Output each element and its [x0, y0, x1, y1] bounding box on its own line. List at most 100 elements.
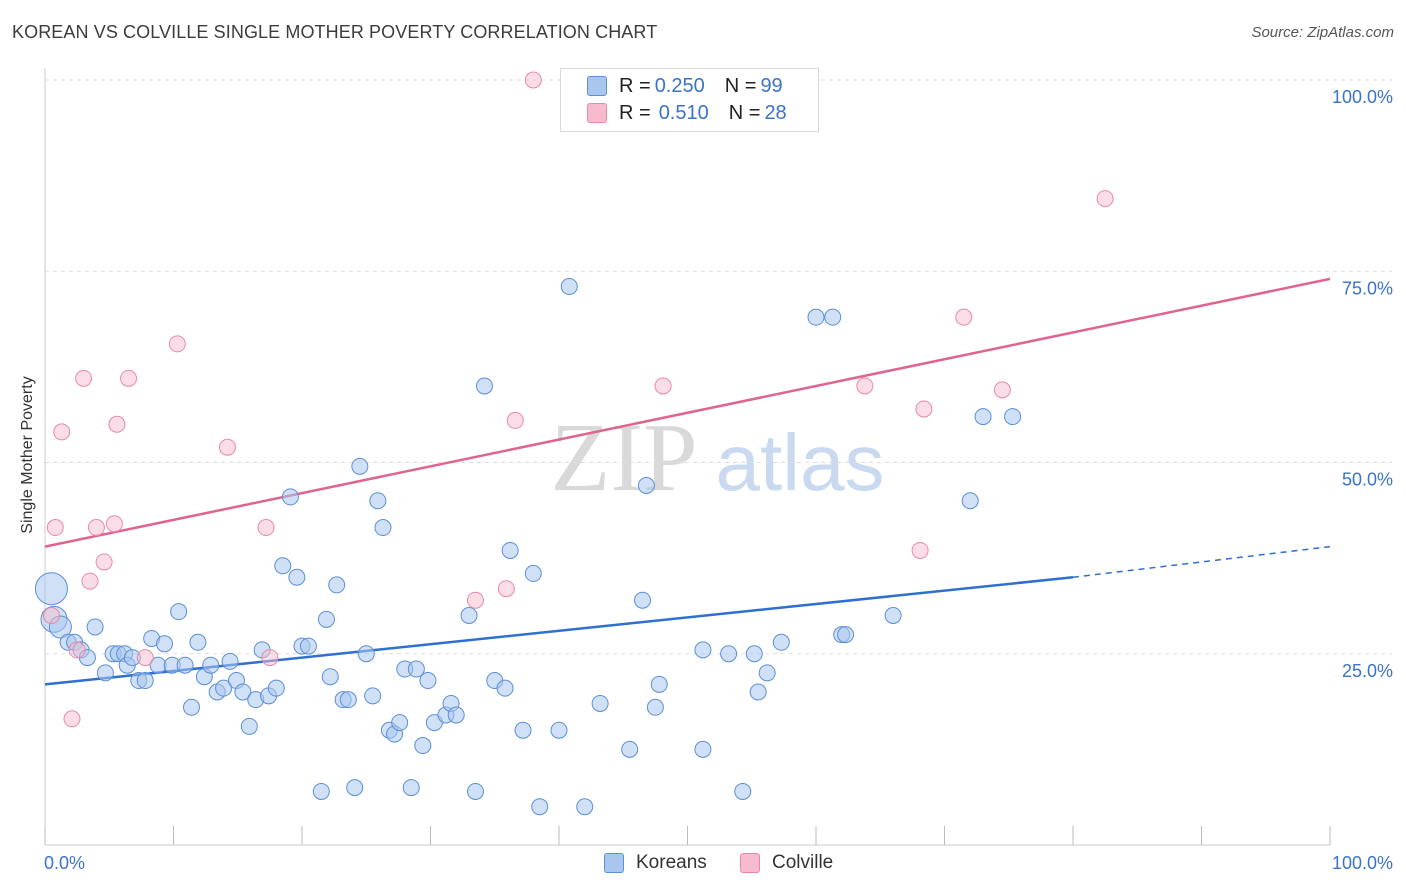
- y-tick-label: 25.0%: [1342, 661, 1393, 681]
- koreans-point: [884, 607, 902, 624]
- gridlines: [45, 79, 1392, 655]
- correlation-legend: R = 0.250 N = 99 R = 0.510 N = 28: [560, 68, 819, 132]
- colville-point: [136, 649, 154, 667]
- colville-legend-label: Colville: [772, 852, 834, 873]
- colville-point: [87, 519, 105, 537]
- koreans-point: [281, 488, 299, 506]
- colville-swatch: [587, 103, 607, 123]
- colville-point: [466, 591, 484, 609]
- colville-stats: R = 0.510 N = 28: [619, 102, 787, 124]
- colville-r-value: 0.510: [658, 101, 709, 124]
- koreans-point: [650, 675, 668, 693]
- tick-labels: 25.0% 50.0% 75.0% 100.0% 0.0% 100.0%: [44, 87, 1393, 873]
- koreans-point: [772, 633, 790, 651]
- koreans-point: [202, 656, 220, 674]
- koreans-point: [274, 557, 292, 575]
- colville-point: [915, 400, 933, 418]
- koreans-point: [720, 645, 738, 663]
- koreans-point: [475, 377, 493, 395]
- koreans-point: [447, 706, 465, 724]
- watermark: ZIP atlas: [551, 404, 885, 512]
- koreans-point: [364, 687, 382, 705]
- koreans-point: [621, 740, 639, 758]
- koreans-point: [374, 519, 392, 537]
- colville-point: [257, 519, 275, 537]
- koreans-point: [961, 492, 979, 510]
- koreans-point: [749, 683, 767, 701]
- x-tick-label: 100.0%: [1332, 853, 1393, 873]
- koreans-point: [807, 308, 825, 326]
- colville-point: [168, 335, 186, 353]
- koreans-r-label: R =: [619, 74, 651, 97]
- koreans-stats: R = 0.250 N = 99: [619, 75, 783, 97]
- koreans-point: [419, 672, 437, 690]
- koreans-point: [391, 714, 409, 732]
- koreans-point: [317, 610, 335, 628]
- series-legend: Koreans Colville: [0, 852, 1406, 878]
- koreans-point: [339, 691, 357, 709]
- colville-point: [1096, 190, 1114, 208]
- colville-point: [955, 308, 973, 326]
- koreans-point: [591, 694, 609, 712]
- koreans-point: [646, 698, 664, 716]
- koreans-legend-label: Koreans: [636, 852, 707, 873]
- koreans-point: [312, 782, 330, 800]
- koreans-point: [1004, 408, 1022, 426]
- colville-point: [911, 541, 929, 559]
- koreans-point: [321, 668, 339, 686]
- koreans-point: [576, 798, 594, 816]
- axes: [44, 68, 1331, 846]
- koreans-point: [267, 679, 285, 697]
- y-tick-label: 50.0%: [1342, 470, 1393, 490]
- watermark-zip: ZIP: [551, 404, 698, 512]
- colville-point: [654, 377, 672, 395]
- koreans-point: [346, 779, 364, 797]
- koreans-point: [402, 779, 420, 797]
- koreans-point: [328, 576, 346, 594]
- koreans-point: [299, 637, 317, 655]
- colville-point: [68, 641, 86, 659]
- colville-points: [42, 71, 1114, 728]
- koreans-n-value: 99: [760, 74, 783, 97]
- colville-point: [856, 377, 874, 395]
- colville-point: [46, 519, 64, 537]
- koreans-point: [234, 683, 252, 701]
- koreans-point: [407, 660, 425, 678]
- koreans-point: [466, 782, 484, 800]
- koreans-point: [974, 408, 992, 426]
- colville-point: [993, 381, 1011, 399]
- y-tick-label: 75.0%: [1342, 278, 1393, 298]
- koreans-point: [501, 541, 519, 559]
- colville-point: [218, 438, 236, 456]
- koreans-point: [96, 664, 114, 682]
- colville-point: [497, 580, 515, 598]
- colville-point: [108, 415, 126, 433]
- koreans-point: [634, 591, 652, 609]
- colville-point: [63, 710, 81, 728]
- koreans-n-label: N =: [724, 74, 757, 97]
- koreans-point: [221, 652, 239, 670]
- koreans-point: [460, 607, 478, 624]
- colville-legend-swatch: [740, 853, 760, 873]
- koreans-point: [524, 564, 542, 582]
- koreans-point: [215, 679, 233, 697]
- koreans-point: [351, 457, 369, 475]
- koreans-point: [560, 278, 578, 296]
- colville-point: [105, 515, 123, 533]
- koreans-trend-line: [44, 576, 1074, 686]
- legend-item-koreans: Koreans: [604, 852, 707, 874]
- colville-point: [524, 71, 542, 89]
- colville-trend-line: [44, 277, 1331, 548]
- colville-point: [506, 411, 524, 429]
- koreans-r-value: 0.250: [654, 74, 705, 97]
- koreans-point: [745, 645, 763, 663]
- colville-point: [53, 423, 71, 441]
- koreans-point: [176, 656, 194, 674]
- koreans-point: [357, 645, 375, 663]
- koreans-point: [414, 737, 432, 755]
- koreans-point: [86, 618, 104, 636]
- colville-point: [42, 607, 60, 624]
- koreans-point: [514, 721, 532, 739]
- koreans-point: [34, 572, 68, 606]
- koreans-trend-extension: [1072, 545, 1331, 578]
